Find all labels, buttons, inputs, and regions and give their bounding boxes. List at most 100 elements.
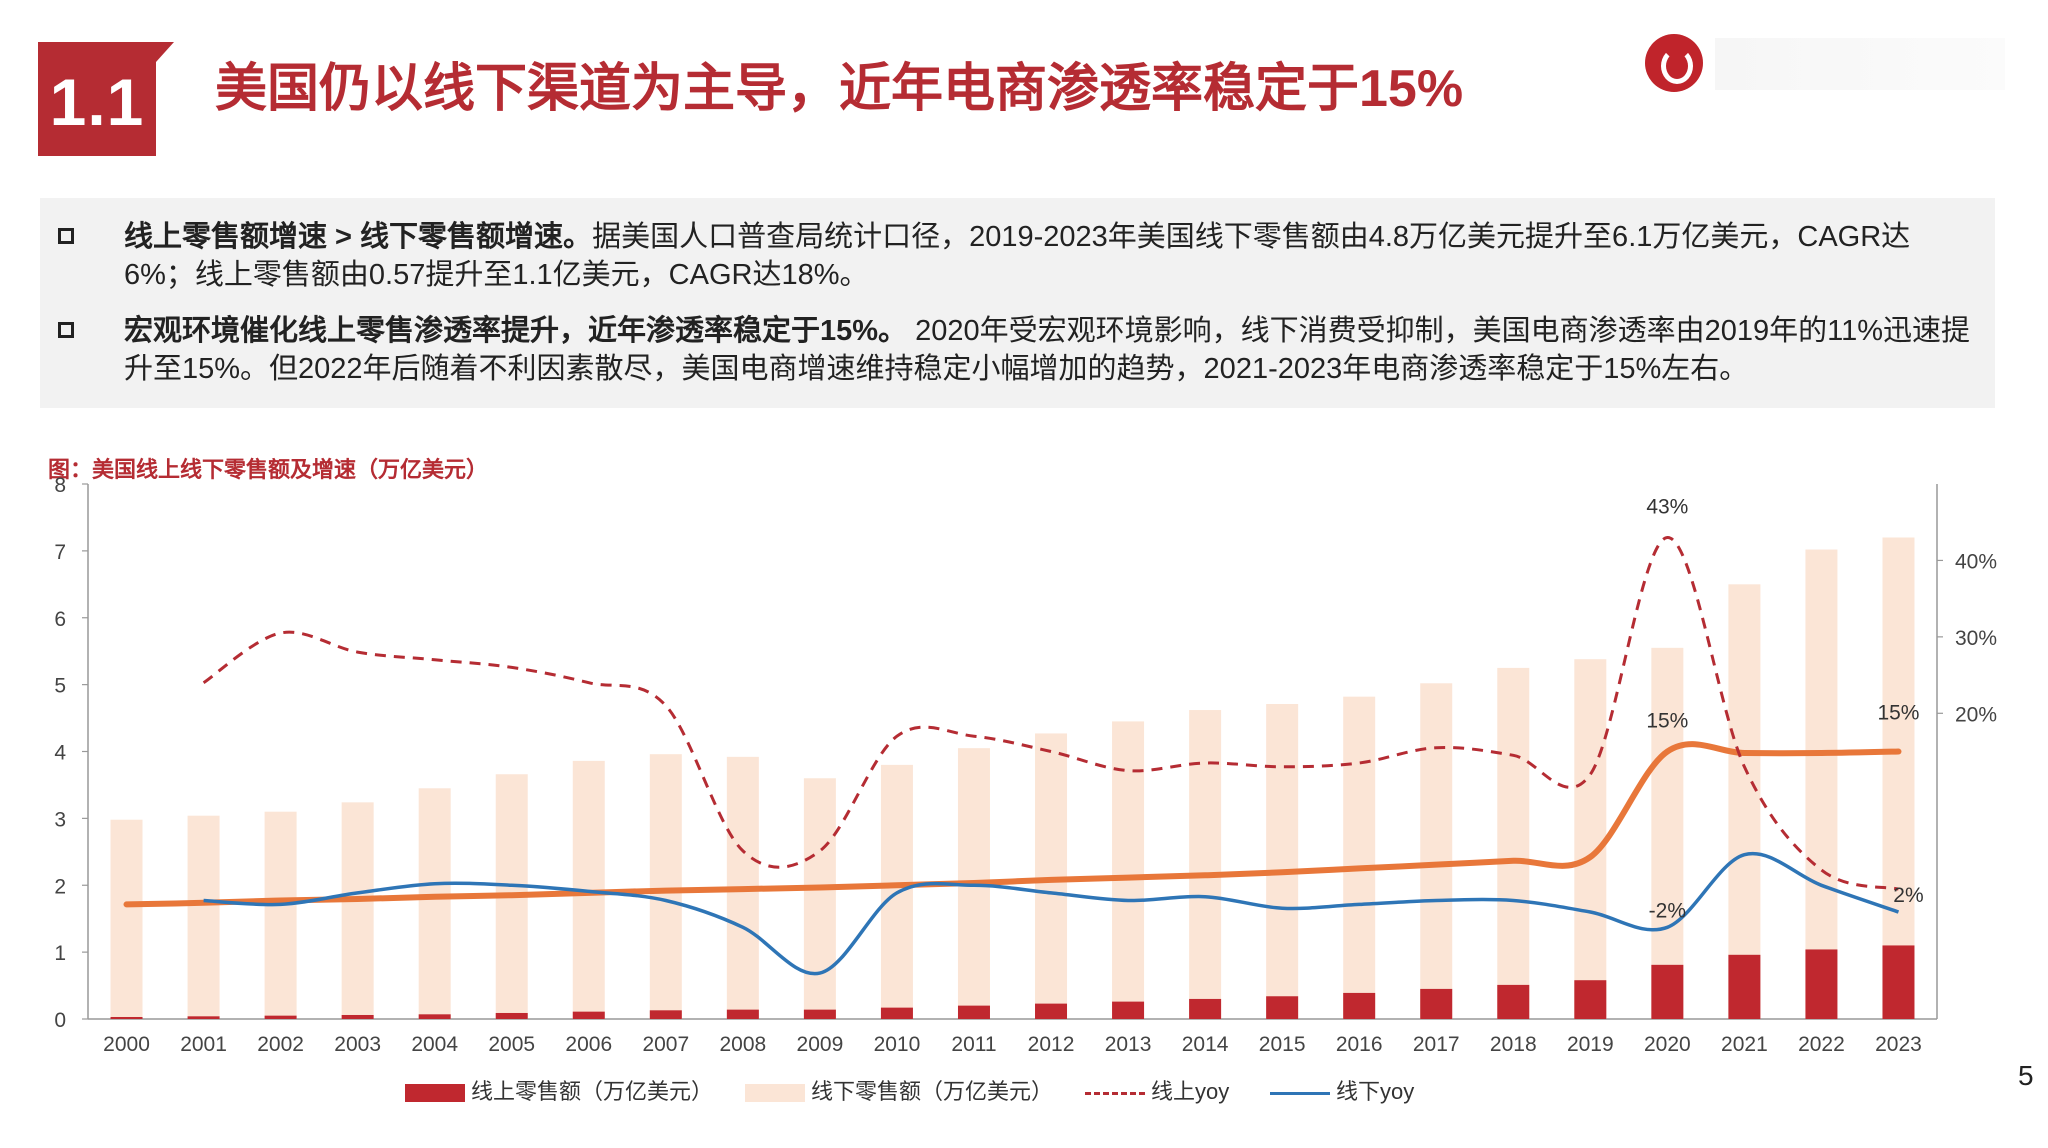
offline-bar	[1882, 537, 1915, 1019]
legend-swatch-dashed	[1085, 1091, 1145, 1095]
bullet-heading: 线上零售额增速 > 线下零售额增速。	[124, 221, 593, 253]
x-tick-label: 2004	[411, 1033, 458, 1056]
online-bar	[1266, 996, 1299, 1019]
summary-bullet-2: 宏观环境催化线上零售渗透率提升，近年渗透率稳定于15%。 2020年受宏观环境影…	[58, 312, 1978, 388]
online-bar	[187, 1016, 220, 1019]
x-tick-label: 2014	[1182, 1033, 1229, 1056]
offline-bar	[1189, 710, 1222, 1019]
x-tick-label: 2018	[1490, 1033, 1537, 1056]
online-bar	[495, 1012, 528, 1019]
legend-label: 线下yoy	[1336, 1079, 1415, 1104]
legend-item-offline: 线下零售额（万亿美元）	[745, 1074, 1053, 1106]
brand-logo	[1645, 34, 2005, 94]
offline-bar	[1035, 733, 1068, 1019]
offline-bar	[1805, 549, 1838, 1019]
x-tick-label: 2002	[257, 1033, 304, 1056]
x-tick-label: 2005	[488, 1033, 535, 1056]
online-bar	[264, 1015, 297, 1019]
legend-label: 线上零售额（万亿美元）	[471, 1079, 714, 1104]
x-tick-label: 2022	[1798, 1033, 1845, 1056]
x-tick-label: 2007	[642, 1033, 689, 1056]
x-tick-label: 2000	[103, 1033, 150, 1056]
offline-bar	[110, 819, 143, 1019]
online-yoy-line	[202, 535, 1899, 891]
x-tick-label: 2016	[1336, 1033, 1383, 1056]
y-left-tick-label: 7	[54, 541, 66, 564]
section-number: 1.1	[49, 65, 145, 139]
checkbox-square-icon	[58, 322, 74, 338]
data-label: 2%	[1893, 884, 1923, 907]
y-left-tick-label: 6	[54, 608, 66, 631]
x-tick-label: 2009	[797, 1033, 844, 1056]
online-bar	[1420, 988, 1453, 1019]
offline-bar	[187, 815, 220, 1019]
x-tick-label: 2003	[334, 1033, 381, 1056]
legend-swatch-offline	[745, 1084, 805, 1103]
offline-bar	[1343, 696, 1376, 1019]
online-bar	[1574, 980, 1607, 1019]
online-bar	[803, 1009, 836, 1019]
online-bar	[572, 1011, 605, 1019]
chart-title: 图：美国线上线下零售额及增速（万亿美元）	[48, 457, 489, 482]
online-bar	[1112, 1001, 1145, 1019]
y-left-tick-label: 5	[54, 675, 66, 698]
bullet-body: 2020年受宏观环境影响，线下消费受抑制，美国电商渗透率由2019年的11%迅速…	[124, 315, 1971, 385]
x-tick-label: 2013	[1105, 1033, 1152, 1056]
online-bar	[1651, 964, 1684, 1019]
offline-bar	[341, 802, 374, 1019]
x-tick-label: 2015	[1259, 1033, 1306, 1056]
summary-box: 线上零售额增速 > 线下零售额增速。据美国人口普查局统计口径，2019-2023…	[40, 198, 1995, 408]
y-left-tick-label: 8	[54, 474, 66, 497]
online-bar	[341, 1014, 374, 1019]
x-tick-label: 2023	[1875, 1033, 1922, 1056]
offline-bar	[1420, 683, 1453, 1019]
offline-bar	[1112, 721, 1145, 1019]
logo-text-area	[1715, 38, 2005, 90]
legend-swatch-online	[405, 1084, 465, 1103]
offline-bar	[1574, 659, 1607, 1019]
data-label: 15%	[1877, 702, 1919, 725]
y-right-tick-label: 30%	[1955, 627, 1997, 650]
legend-item-online: 线上零售额（万亿美元）	[405, 1074, 713, 1106]
retail-sales-chart: 0 1 2 3 4 5 6 7 8 20% 30% 40% 2000 2001 2002 2003 2004 20…	[54, 474, 1997, 1056]
offline-bar	[803, 778, 836, 1019]
offline-yoy-line	[203, 851, 1900, 976]
x-tick-label: 2008	[719, 1033, 766, 1056]
data-label: -2%	[1649, 899, 1686, 922]
penetration-line	[123, 741, 1902, 908]
online-bar	[1882, 945, 1915, 1019]
online-bar	[1805, 949, 1838, 1019]
online-bar	[726, 1009, 759, 1019]
offline-bar	[1651, 647, 1684, 1019]
online-bar	[880, 1007, 913, 1019]
y-left-tick-label: 0	[54, 1009, 66, 1032]
checkbox-square-icon	[58, 228, 74, 244]
x-tick-label: 2001	[180, 1033, 227, 1056]
offline-bar	[264, 811, 297, 1019]
slide-title: 美国仍以线下渠道为主导，近年电商渗透率稳定于15%	[215, 60, 1464, 118]
y-left-tick-label: 4	[54, 742, 66, 765]
offline-bar	[1497, 667, 1530, 1019]
page-number: 5	[2018, 1060, 2034, 1091]
data-label: 43%	[1646, 496, 1688, 519]
y-left-tick-label: 2	[54, 875, 66, 898]
x-tick-label: 2010	[874, 1033, 921, 1056]
offline-bar	[1728, 584, 1761, 1019]
badge-fold	[156, 42, 174, 62]
bullet-text: 线上零售额增速 > 线下零售额增速。据美国人口普查局统计口径，2019-2023…	[124, 218, 1978, 294]
summary-bullet-1: 线上零售额增速 > 线下零售额增速。据美国人口普查局统计口径，2019-2023…	[58, 218, 1978, 294]
online-bar	[957, 1005, 990, 1019]
x-tick-label: 2011	[951, 1033, 996, 1056]
online-bar	[110, 1016, 143, 1019]
bullet-text: 宏观环境催化线上零售渗透率提升，近年渗透率稳定于15%。 2020年受宏观环境影…	[124, 312, 1978, 388]
legend-item-online-yoy: 线上yoy	[1085, 1074, 1229, 1106]
x-tick-label: 2019	[1567, 1033, 1614, 1056]
logo-icon	[1645, 34, 1703, 92]
y-right-tick-label: 20%	[1955, 703, 1997, 726]
x-tick-label: 2006	[565, 1033, 612, 1056]
legend-label: 线下零售额（万亿美元）	[811, 1079, 1054, 1104]
online-bar	[418, 1014, 451, 1019]
y-left-tick-label: 1	[54, 942, 66, 965]
bullet-heading: 宏观环境催化线上零售渗透率提升，近年渗透率稳定于15%。	[124, 315, 908, 347]
x-tick-label: 2021	[1721, 1033, 1768, 1056]
